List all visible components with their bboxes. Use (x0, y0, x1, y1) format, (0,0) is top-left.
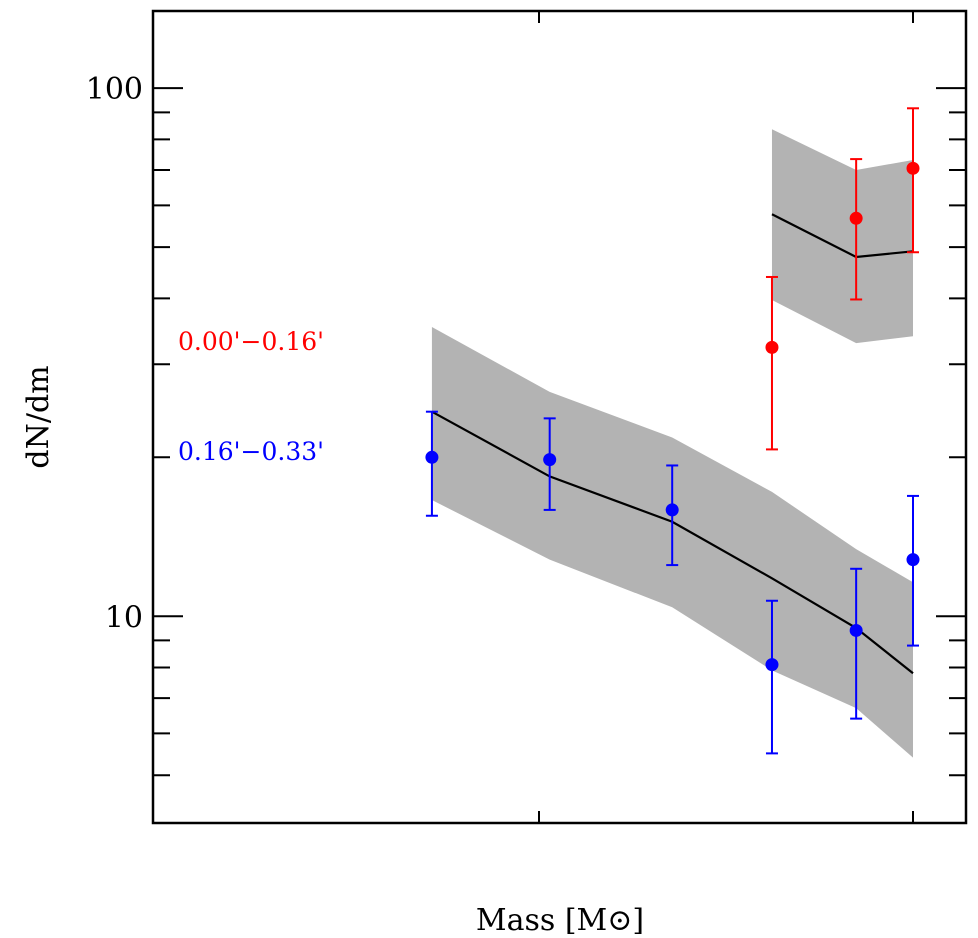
data-point (849, 623, 863, 637)
data-point (665, 503, 679, 517)
axis-ticks (153, 11, 966, 823)
data-point-group (906, 107, 920, 254)
data-point-group (849, 567, 863, 720)
legend-label-outer: 0.16'−0.33' (178, 437, 324, 466)
data-point (849, 211, 863, 225)
data-point (765, 340, 779, 354)
x-axis-label: Mass [M⊙] (476, 903, 644, 938)
data-point (543, 453, 557, 467)
data-point (906, 553, 920, 567)
data-point-group (425, 410, 439, 517)
model-line-1 (431, 410, 914, 675)
model-band-0 (771, 129, 913, 344)
y-axis-label: dN/dm (21, 365, 56, 468)
y-tick-label: 100 (86, 72, 143, 107)
legend-label-inner: 0.00'−0.16' (178, 327, 324, 356)
y-tick-labels: 10 100 (86, 72, 143, 635)
data-point (425, 450, 439, 464)
data-point-group (906, 494, 920, 647)
model-bands (431, 129, 913, 758)
data-point-group (765, 275, 779, 451)
data-point-group (765, 599, 779, 755)
data-point-group (543, 417, 557, 511)
y-tick-label: 10 (105, 600, 143, 635)
data-point (906, 161, 920, 175)
data-point-group (665, 464, 679, 567)
plot-frame (151, 9, 968, 825)
data-point (765, 658, 779, 672)
data-point-group (849, 158, 863, 301)
data-points (425, 107, 920, 755)
